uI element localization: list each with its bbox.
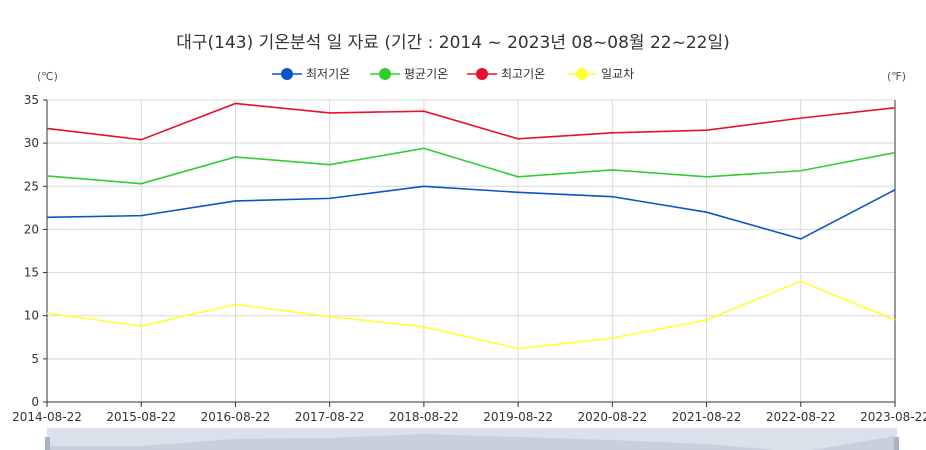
legend-marker [281,68,293,80]
x-tick-label: 2021-08-22 [672,410,742,424]
chart-title: 대구(143) 기온분석 일 자료 (기간 : 2014 ~ 2023년 08~… [176,33,730,53]
legend-marker [379,68,391,80]
y-tick-label: 10 [24,309,39,323]
series-2-line [46,102,896,141]
y-tick-label: 30 [24,136,39,150]
y-tick-label: 0 [31,395,39,409]
series-group [46,102,896,350]
legend-marker [476,68,488,80]
x-tick-label: 2015-08-22 [106,410,176,424]
y-axis-right-unit: (℉) [887,70,906,83]
slider-handle-left[interactable] [45,437,50,450]
y-tick-label: 5 [31,352,39,366]
y-tick-label: 25 [24,179,39,193]
axes: 0 5 10 15 20 25 30 35 2014-08-22 2015-08-22 2016-0… [12,93,926,424]
slider-handle-right[interactable] [894,437,899,450]
legend-label: 평균기온 [404,67,448,81]
legend: 최저기온 평균기온 최고기온 일교차 [272,67,634,81]
legend-label: 일교차 [601,67,634,81]
series-0-line [46,185,896,240]
zoom-slider[interactable] [45,428,899,450]
x-tick-label: 2014-08-22 [12,410,82,424]
series-1-line [46,147,896,185]
x-tick-label: 2017-08-22 [295,410,365,424]
x-tick-label: 2023-08-22 [860,410,926,424]
legend-label: 최저기온 [306,67,350,81]
x-tick-label: 2022-08-22 [766,410,836,424]
x-tick-label: 2018-08-22 [389,410,459,424]
y-tick-label: 15 [24,266,39,280]
x-tick-label: 2016-08-22 [201,410,271,424]
legend-marker [576,68,588,80]
legend-item[interactable]: 최고기온 [467,67,545,81]
slider-preview-area [47,434,895,450]
y-tick-label: 20 [24,222,39,236]
legend-item[interactable]: 평균기온 [370,67,448,81]
legend-item[interactable]: 최저기온 [272,67,350,81]
x-tick-label: 2020-08-22 [577,410,647,424]
series-3-line [46,280,896,350]
legend-label: 최고기온 [501,67,545,81]
grid [47,99,896,403]
y-tick-label: 35 [24,93,39,107]
x-tick-label: 2019-08-22 [483,410,553,424]
y-axis-left-unit: (℃) [37,70,58,83]
legend-item[interactable]: 일교차 [567,67,634,81]
